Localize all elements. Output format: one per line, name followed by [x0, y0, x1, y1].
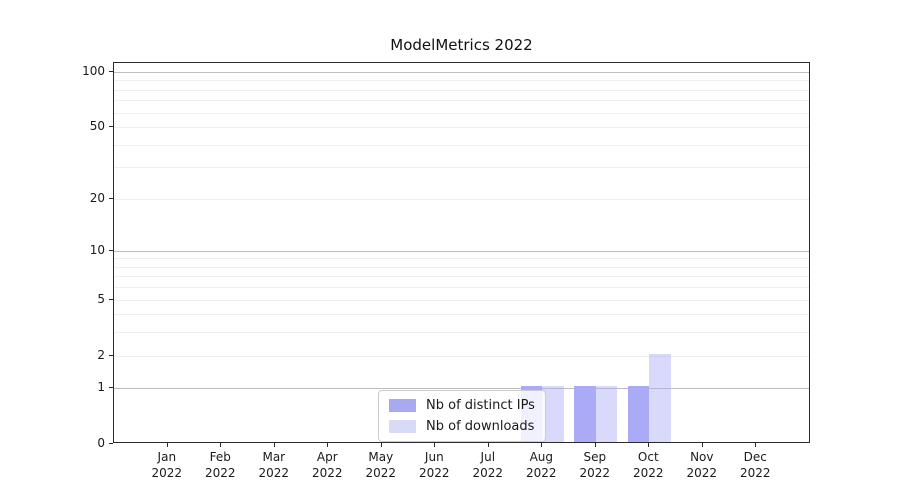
x-tick-label-year: 2022	[686, 466, 718, 480]
legend-swatch-0	[389, 399, 416, 412]
gridline-minor-y-4	[114, 314, 809, 316]
x-tick-label-month: Aug	[529, 450, 554, 464]
legend-label-0: Nb of distinct IPs	[426, 398, 535, 413]
bar-distinct-ips-sep	[574, 386, 596, 442]
legend-item-1: Nb of downloads	[389, 419, 535, 434]
y-tick-label-20: 20	[89, 190, 105, 205]
x-tick-label-month: Sep	[583, 450, 607, 464]
x-tick-label-year: 2022	[151, 466, 183, 480]
x-tick-mark-feb	[220, 443, 222, 447]
x-tick-label-year: 2022	[312, 466, 343, 480]
gridline-minor-y-2	[114, 355, 809, 357]
x-tick-label-aug: Aug 2022	[509, 449, 573, 481]
x-tick-label-jun: Jun 2022	[402, 449, 466, 481]
y-tick-label-10: 10	[89, 242, 105, 257]
x-tick-label-year: 2022	[205, 466, 236, 480]
x-tick-label-may: May 2022	[349, 449, 413, 481]
x-tick-label-year: 2022	[258, 466, 290, 480]
gridline-minor-y-60	[114, 112, 809, 114]
x-tick-mark-apr	[327, 443, 329, 447]
y-tick-label-5: 5	[97, 291, 105, 306]
gridline-minor-y-7	[114, 276, 809, 278]
y-tick-mark-10	[109, 249, 113, 251]
x-tick-label-month: Feb	[209, 450, 231, 464]
x-tick-label-sep: Sep 2022	[563, 449, 627, 481]
x-tick-label-month: Mar	[262, 450, 286, 464]
gridline-major-y-10	[114, 250, 809, 252]
x-tick-mark-jan	[166, 443, 168, 447]
x-tick-label-dec: Dec 2022	[723, 449, 787, 481]
x-tick-label-month: Jul	[480, 450, 496, 464]
gridline-major-y-1	[114, 388, 809, 390]
x-tick-mark-nov	[701, 443, 703, 447]
x-tick-label-month: Jan	[157, 450, 177, 464]
x-tick-mark-mar	[273, 443, 275, 447]
gridline-minor-y-70	[114, 100, 809, 102]
y-tick-mark-50	[109, 126, 113, 128]
y-tick-mark-5	[109, 298, 113, 300]
legend-item-0: Nb of distinct IPs	[389, 398, 535, 413]
gridline-minor-y-5	[114, 299, 809, 301]
x-tick-mark-jul	[487, 443, 489, 447]
x-tick-mark-sep	[594, 443, 596, 447]
x-tick-label-month: May	[368, 450, 394, 464]
x-tick-label-month: Dec	[743, 450, 767, 464]
x-tick-mark-jun	[434, 443, 436, 447]
gridline-minor-y-8	[114, 266, 809, 268]
x-tick-label-year: 2022	[579, 466, 611, 480]
x-tick-label-feb: Feb 2022	[188, 449, 252, 481]
y-tick-mark-0	[109, 443, 113, 444]
x-tick-label-jul: Jul 2022	[456, 449, 520, 481]
x-tick-label-month: Oct	[637, 450, 659, 464]
y-tick-mark-20	[109, 197, 113, 199]
x-tick-mark-may	[380, 443, 382, 447]
gridline-minor-y-30	[114, 167, 809, 169]
gridline-minor-y-6	[114, 287, 809, 289]
gridline-minor-y-3	[114, 332, 809, 334]
gridline-minor-y-20	[114, 198, 809, 200]
gridline-minor-y-40	[114, 144, 809, 146]
x-tick-label-nov: Nov 2022	[670, 449, 734, 481]
x-tick-mark-oct	[648, 443, 650, 447]
x-tick-label-month: Jun	[424, 450, 444, 464]
y-tick-label-0: 0	[97, 436, 105, 450]
plot-area	[113, 62, 810, 443]
x-tick-label-year: 2022	[365, 466, 397, 480]
y-tick-label-50: 50	[89, 119, 105, 134]
x-tick-label-year: 2022	[472, 466, 504, 480]
x-tick-mark-aug	[541, 443, 543, 447]
bar-downloads-oct	[649, 353, 671, 442]
bar-downloads-sep	[595, 386, 618, 442]
x-tick-label-year: 2022	[419, 466, 450, 480]
legend: Nb of distinct IPs Nb of downloads	[378, 390, 546, 442]
x-tick-label-year: 2022	[526, 466, 557, 480]
chart-title: ModelMetrics 2022	[390, 36, 533, 54]
gridline-minor-y-80	[114, 89, 809, 91]
gridline-major-y-100	[114, 72, 809, 73]
x-tick-label-apr: Apr 2022	[295, 449, 359, 481]
x-tick-label-year: 2022	[633, 466, 664, 480]
y-tick-mark-100	[109, 71, 113, 72]
x-tick-label-jan: Jan 2022	[135, 449, 199, 481]
x-tick-label-oct: Oct 2022	[616, 449, 680, 481]
y-tick-label-100: 100	[82, 64, 105, 78]
x-tick-label-month: Nov	[690, 450, 714, 464]
x-tick-mark-dec	[755, 443, 757, 447]
gridline-minor-y-9	[114, 258, 809, 260]
y-tick-label-1: 1	[97, 380, 105, 395]
legend-swatch-1	[389, 420, 416, 433]
legend-label-1: Nb of downloads	[426, 419, 535, 434]
x-tick-label-mar: Mar 2022	[242, 449, 306, 481]
gridline-minor-y-50	[114, 127, 809, 129]
gridline-minor-y-90	[114, 80, 809, 82]
y-tick-mark-1	[109, 387, 113, 389]
y-tick-mark-2	[109, 354, 113, 356]
x-tick-label-month: Apr	[316, 450, 338, 464]
y-tick-label-2: 2	[97, 347, 105, 362]
bar-distinct-ips-oct	[627, 386, 650, 442]
x-tick-label-year: 2022	[740, 466, 771, 480]
bar-downloads-aug	[542, 386, 564, 442]
